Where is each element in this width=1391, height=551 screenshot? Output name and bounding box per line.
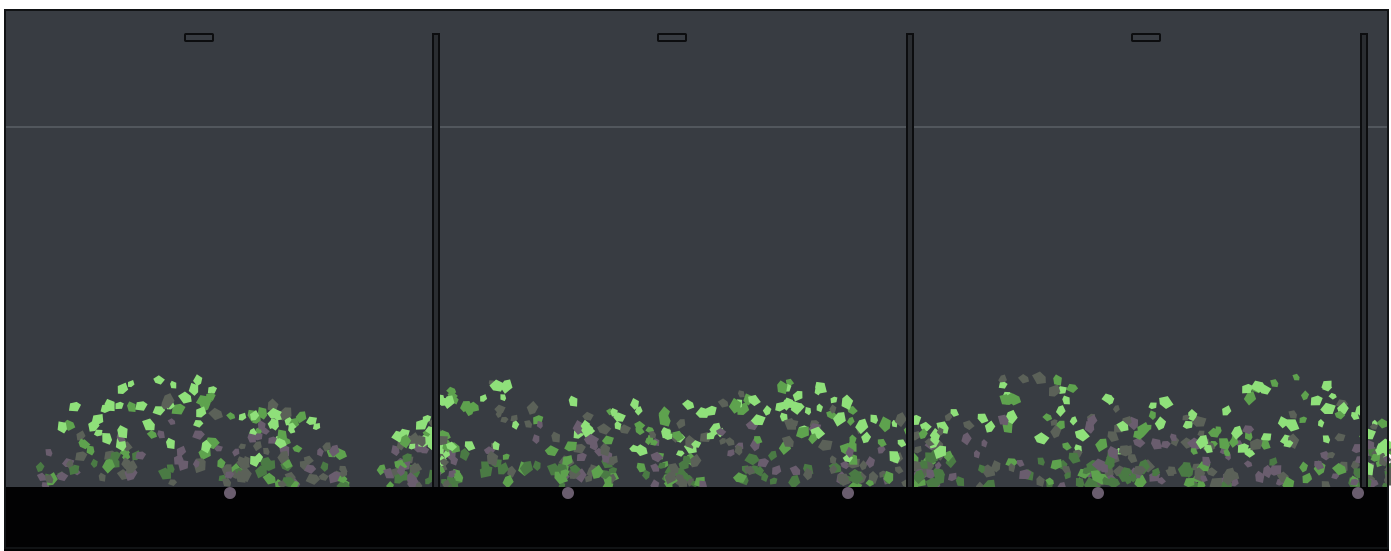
pole-post [906, 33, 914, 490]
pole-post [1360, 33, 1368, 490]
ground-debris [224, 487, 1364, 499]
ground-leaf [224, 487, 236, 499]
bush-layer [35, 371, 1391, 495]
ground-leaf [1352, 487, 1364, 499]
ground-leaf [1092, 487, 1104, 499]
bush-foliage [911, 371, 1161, 495]
sky-background [4, 9, 1389, 487]
bush-foliage [1089, 396, 1240, 494]
pole-post [432, 33, 440, 490]
pole-cap-marker [184, 33, 214, 42]
pole-cap-marker [657, 33, 687, 42]
bush-foliage [221, 398, 351, 492]
bush-foliage [35, 374, 301, 492]
bush-foliage [650, 378, 894, 492]
ground-leaf [842, 487, 854, 499]
ground [4, 487, 1389, 551]
pole-cap-marker [1131, 33, 1161, 42]
ground-leaf [562, 487, 574, 499]
bush-foliage [554, 398, 705, 492]
